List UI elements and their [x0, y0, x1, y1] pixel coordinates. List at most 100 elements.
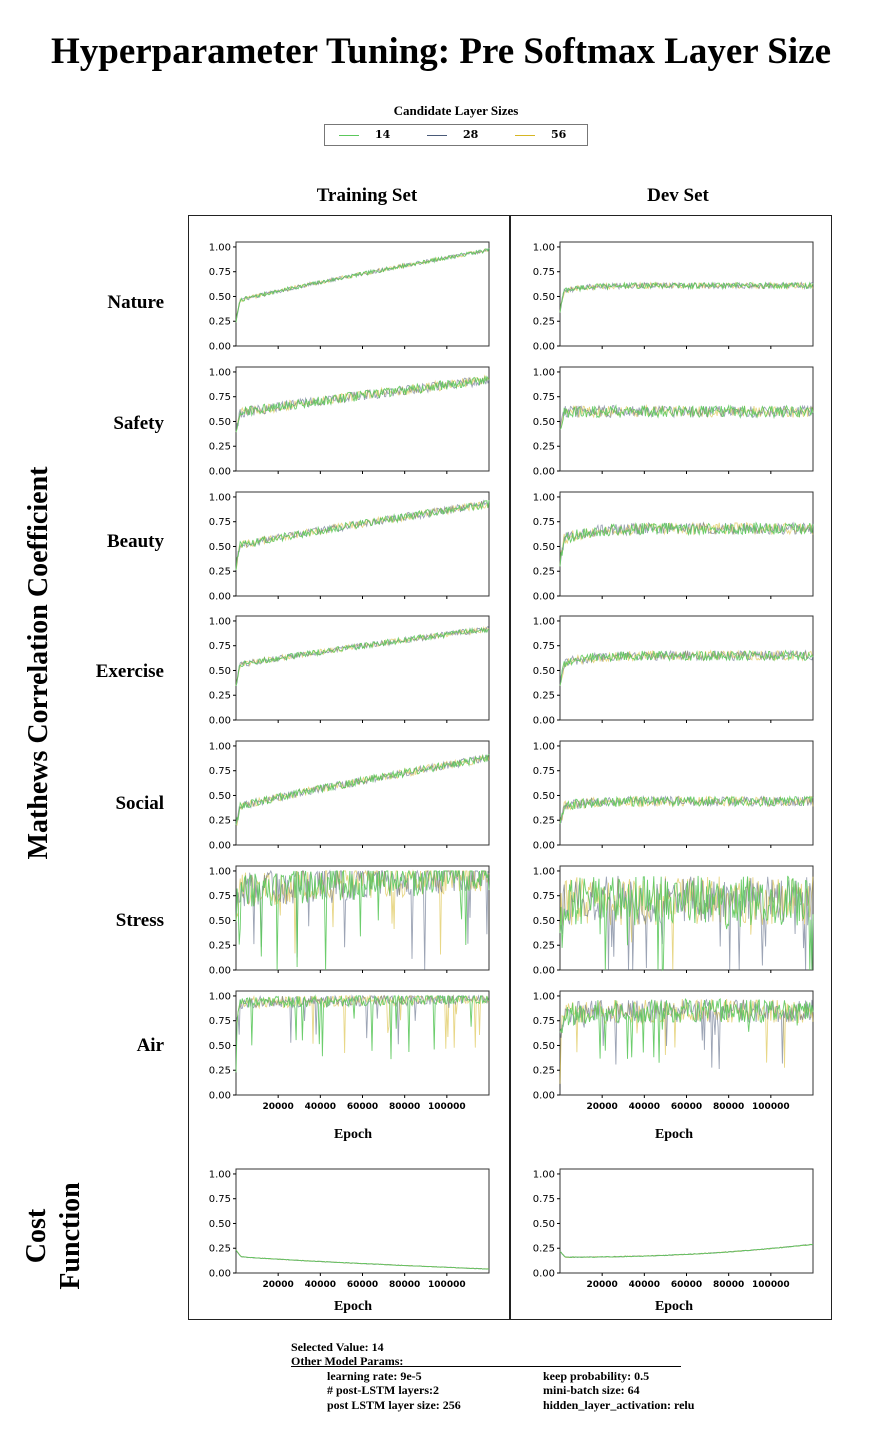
- series-line-14: [559, 998, 814, 1063]
- subplot-stress-train: 0.00 0.25 0.50 0.75 1.00: [209, 865, 490, 977]
- y-tick-label: 0.25: [209, 816, 231, 827]
- y-tick-label: 0.75: [533, 1016, 555, 1027]
- series-line-28: [559, 875, 814, 971]
- y-tick-label: 0.75: [209, 517, 231, 528]
- y-tick-label: 0.75: [533, 267, 555, 278]
- other-params-heading: Other Model Params:: [291, 1354, 404, 1368]
- y-tick-label: 0.25: [533, 941, 555, 952]
- x-tick-label: 100000: [428, 1102, 466, 1112]
- y-tick-label: 0.25: [209, 317, 231, 328]
- series-line-56: [235, 248, 490, 323]
- x-tick-label: 20000: [587, 1280, 618, 1290]
- x-tick-label: 80000: [389, 1102, 420, 1112]
- x-tick-label: 40000: [305, 1280, 336, 1290]
- series-line-14: [235, 375, 490, 433]
- row-label-safety: Safety: [113, 413, 164, 434]
- chart-title: Hyperparameter Tuning: Pre Softmax Layer…: [50, 31, 832, 72]
- x-axis-label-train-cost: Epoch: [333, 1299, 373, 1314]
- y-tick-label: 0.75: [209, 641, 231, 652]
- y-tick-label: 0.25: [209, 1244, 231, 1255]
- subplot-beauty-train: 0.00 0.25 0.50 0.75 1.00: [209, 491, 490, 603]
- y-tick-label: 1.00: [209, 866, 231, 877]
- y-axis-label-cost: Cost Function: [20, 1182, 88, 1289]
- x-tick-label: 80000: [713, 1102, 744, 1112]
- row-label-air: Air: [136, 1035, 164, 1056]
- series-line-14: [559, 649, 814, 686]
- param-activation: hidden_layer_activation: relu: [543, 1398, 695, 1412]
- y-tick-label: 1.00: [533, 741, 555, 752]
- y-tick-label: 0.00: [209, 716, 231, 727]
- y-tick-label: 0.50: [209, 791, 231, 802]
- series-line-28: [235, 248, 490, 323]
- subplot-social-train: 0.00 0.25 0.50 0.75 1.00: [209, 740, 490, 852]
- y-tick-label: 0.50: [209, 1219, 231, 1230]
- series-line-56: [235, 625, 490, 686]
- y-tick-label: 0.25: [533, 691, 555, 702]
- y-tick-label: 0.25: [533, 442, 555, 453]
- series-line-28: [235, 1249, 490, 1270]
- y-tick-label: 0.25: [209, 567, 231, 578]
- subplot-nature-train: 0.00 0.25 0.50 0.75 1.00: [209, 241, 490, 353]
- plot-frame: [559, 740, 814, 846]
- x-axis-label-train-mcc: Epoch: [333, 1127, 373, 1142]
- y-tick-label: 0.75: [533, 891, 555, 902]
- y-tick-label: 0.75: [533, 766, 555, 777]
- y-tick-label: 1.00: [209, 616, 231, 627]
- y-tick-label: 0.50: [533, 791, 555, 802]
- y-tick-label: 0.25: [533, 1066, 555, 1077]
- series-line-14: [235, 627, 490, 686]
- training-panel: [188, 215, 510, 1320]
- y-tick-label: 0.25: [533, 567, 555, 578]
- series-line-14: [559, 521, 814, 567]
- series-line-56: [559, 403, 814, 430]
- y-tick-label: 0.25: [209, 691, 231, 702]
- series-line-14: [559, 795, 814, 824]
- y-tick-label: 0.00: [533, 1091, 555, 1102]
- y-tick-label: 0.50: [533, 1041, 555, 1052]
- series-line-28: [235, 869, 490, 971]
- y-tick-label: 0.25: [209, 941, 231, 952]
- y-tick-label: 1.00: [209, 242, 231, 253]
- subplot-cost-train: 0.00 0.25 0.50 0.75 1.00 20000 40000 60000 80000…: [209, 1168, 490, 1290]
- y-tick-label: 0.00: [533, 342, 555, 353]
- x-tick-label: 100000: [752, 1102, 790, 1112]
- plot-frame: [235, 1168, 490, 1274]
- y-tick-label: 0.00: [209, 1269, 231, 1280]
- row-label-exercise: Exercise: [95, 661, 164, 682]
- subplot-exercise-dev: 0.00 0.25 0.50 0.75 1.00: [533, 615, 814, 727]
- x-tick-label: 80000: [713, 1280, 744, 1290]
- legend-title: Candidate Layer Sizes: [393, 103, 519, 118]
- series-line-14: [559, 404, 814, 430]
- y-tick-label: 1.00: [209, 1169, 231, 1180]
- y-tick-label: 0.00: [209, 342, 231, 353]
- selected-value: Selected Value: 14: [291, 1340, 384, 1354]
- y-tick-label: 0.00: [533, 1269, 555, 1280]
- y-tick-label: 0.50: [533, 916, 555, 927]
- series-line-14: [559, 281, 814, 313]
- legend-label-28: 28: [463, 128, 479, 141]
- series-line-14: [235, 753, 490, 825]
- y-tick-label: 0.50: [209, 916, 231, 927]
- y-tick-label: 0.50: [533, 417, 555, 428]
- subplot-safety-train: 0.00 0.25 0.50 0.75 1.00: [209, 366, 490, 478]
- subplot-nature-dev: 0.00 0.25 0.50 0.75 1.00: [533, 241, 814, 353]
- y-tick-label: 0.25: [533, 816, 555, 827]
- x-tick-label: 60000: [347, 1102, 378, 1112]
- plot-frame: [559, 366, 814, 472]
- y-tick-label: 1.00: [533, 242, 555, 253]
- legend-label-14: 14: [375, 128, 391, 141]
- y-tick-label: 0.75: [533, 1194, 555, 1205]
- y-tick-label: 0.00: [209, 966, 231, 977]
- y-tick-label: 0.75: [209, 392, 231, 403]
- row-label-beauty: Beauty: [107, 531, 164, 552]
- row-label-nature: Nature: [107, 292, 164, 313]
- subplot-exercise-train: 0.00 0.25 0.50 0.75 1.00: [209, 615, 490, 727]
- x-tick-label: 20000: [263, 1280, 294, 1290]
- x-tick-label: 80000: [389, 1280, 420, 1290]
- y-tick-label: 0.75: [209, 1016, 231, 1027]
- y-tick-label: 0.75: [209, 891, 231, 902]
- series-line-14: [235, 1249, 490, 1270]
- legend-line-56: [515, 135, 535, 136]
- plot-frame: [559, 241, 814, 347]
- legend-line-28: [427, 135, 447, 136]
